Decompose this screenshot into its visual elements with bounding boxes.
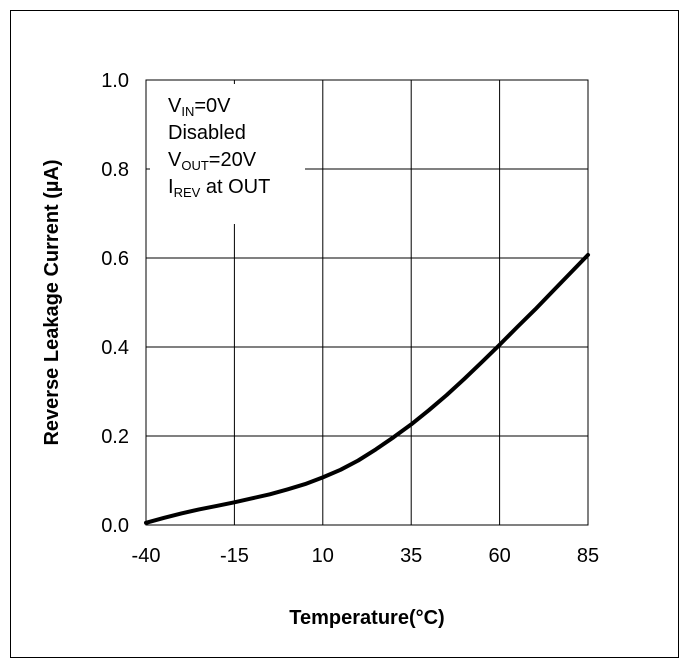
y-tick-label: 0.2 [101,426,129,448]
series-layer [144,252,590,525]
annotation-main: V [168,95,182,117]
x-tick-label: 60 [488,545,510,567]
annotation-line: VOUT=20V [168,149,257,173]
plot-area-border [145,79,589,526]
y-tick-label: 0.4 [101,337,129,359]
y-tick-label: 1.0 [101,70,129,92]
x-tick-labels: -40 -15 10 35 60 85 [132,545,600,567]
y-tick-label: 0.0 [101,515,129,537]
chart-svg: -40 -15 10 35 60 85 0.00.20.40.60.81.0 VIN=0V… [41,70,600,629]
annotation-main: I [168,176,174,198]
x-tick-label: 10 [312,545,334,567]
x-tick-label: 85 [577,545,599,567]
x-tick-label: -15 [220,545,249,567]
annotation-main: Disabled [168,122,246,144]
annotation-rest: =20V [209,149,257,171]
series-line [144,252,590,525]
y-tick-labels: 0.0 0.2 0.4 0.6 0.8 1.0 [101,70,129,537]
annotation-subscript: REV [174,185,201,200]
x-tick-label: 35 [400,545,422,567]
annotation-rest: at OUT [200,176,270,198]
chart-frame: -40 -15 10 35 60 85 0.0 0.2 0.4 0.6 0.8 1.0 VIN=0V… [10,10,679,658]
annotation-background [150,84,305,224]
y-tick-label: 0.6 [101,248,129,270]
annotation-main: V [168,149,182,171]
x-tick-label: -40 [132,545,161,567]
annotation-line: VIN=0V [168,95,231,119]
annotation-rest: =0V [194,95,231,117]
y-tick-label: 0.8 [101,159,129,181]
annotation-line: IREV at OUT [168,176,270,200]
annotation-subscript: OUT [181,158,209,173]
y-axis-title: Reverse Leakage Current (µA) [41,159,63,445]
annotation-subscript: IN [181,104,194,119]
annotation-line: Disabled [168,122,246,144]
x-axis-title: Temperature(°C) [289,607,444,629]
